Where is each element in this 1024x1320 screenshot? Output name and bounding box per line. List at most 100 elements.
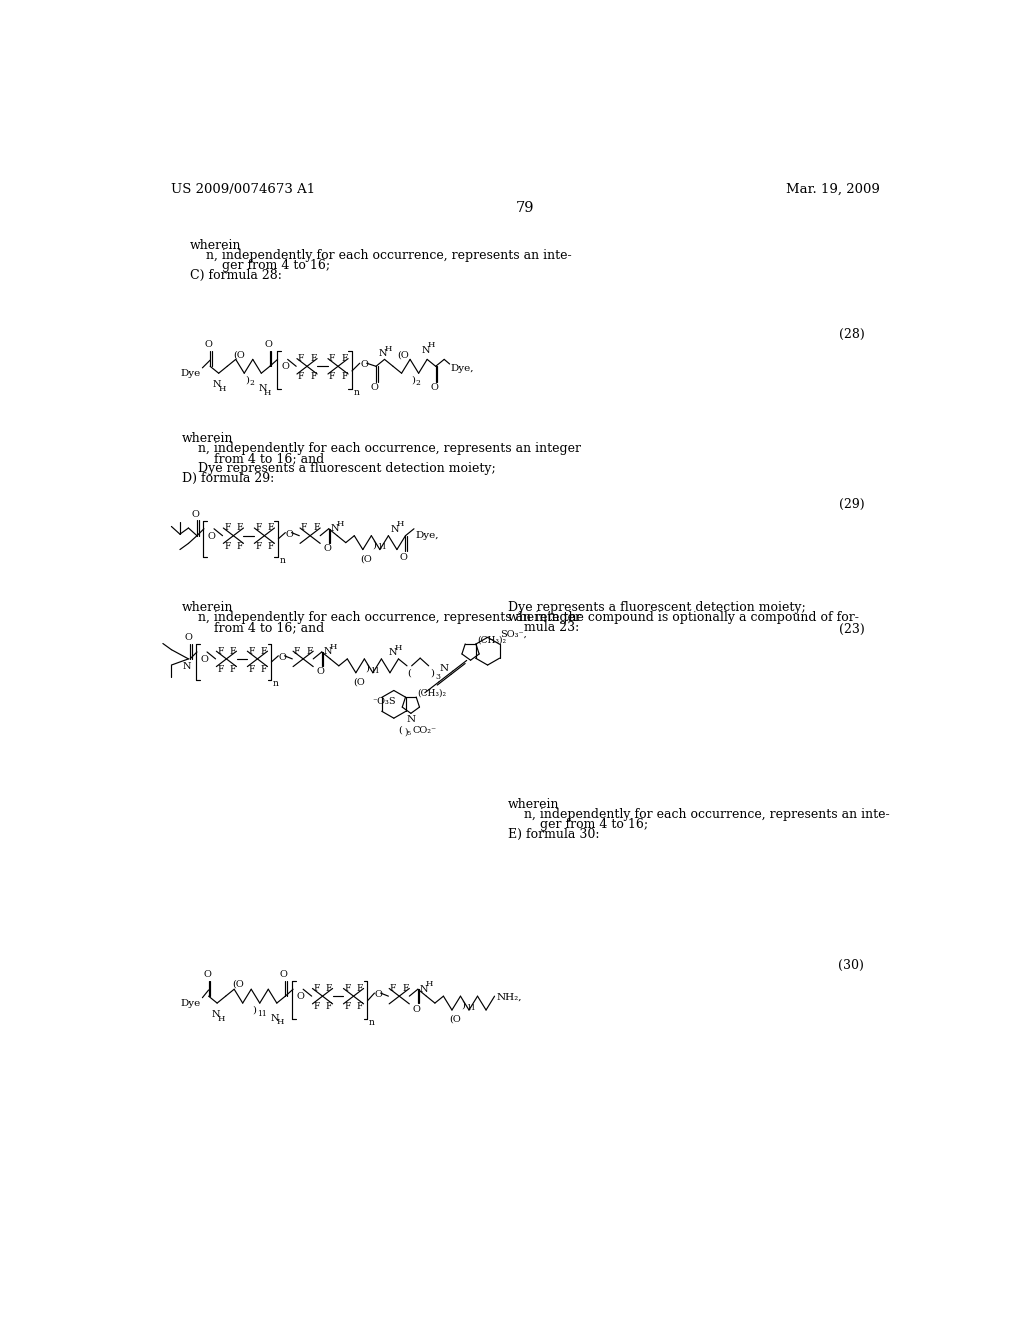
Text: (O: (O bbox=[353, 677, 366, 686]
Text: F: F bbox=[229, 665, 236, 675]
Text: (O: (O bbox=[450, 1015, 462, 1023]
Text: F: F bbox=[341, 354, 347, 363]
Text: 2: 2 bbox=[416, 379, 421, 387]
Text: O: O bbox=[371, 383, 379, 392]
Text: from 4 to 16; and: from 4 to 16; and bbox=[182, 451, 325, 465]
Text: Dye,: Dye, bbox=[451, 364, 474, 374]
Text: (23): (23) bbox=[839, 623, 864, 636]
Text: O: O bbox=[279, 653, 287, 661]
Text: F: F bbox=[313, 524, 319, 532]
Text: F: F bbox=[301, 524, 307, 532]
Text: H: H bbox=[427, 341, 435, 348]
Text: (28): (28) bbox=[839, 327, 864, 341]
Text: O: O bbox=[203, 970, 211, 979]
Text: H: H bbox=[263, 388, 271, 396]
Text: wherein: wherein bbox=[182, 601, 233, 614]
Text: 2: 2 bbox=[250, 379, 255, 387]
Text: O: O bbox=[282, 363, 290, 371]
Text: F: F bbox=[313, 1002, 319, 1011]
Text: N: N bbox=[213, 380, 221, 389]
Text: F: F bbox=[255, 543, 261, 550]
Text: n: n bbox=[353, 388, 359, 397]
Text: (30): (30) bbox=[839, 958, 864, 972]
Text: F: F bbox=[310, 372, 316, 381]
Text: F: F bbox=[237, 524, 243, 532]
Text: C) formula 28:: C) formula 28: bbox=[190, 269, 282, 282]
Text: O: O bbox=[360, 360, 369, 370]
Text: n: n bbox=[369, 1018, 375, 1027]
Text: from 4 to 16; and: from 4 to 16; and bbox=[182, 622, 325, 634]
Text: Dye represents a fluorescent detection moiety;: Dye represents a fluorescent detection m… bbox=[508, 601, 806, 614]
Text: 11: 11 bbox=[377, 544, 386, 552]
Text: O: O bbox=[297, 993, 305, 1002]
Text: CO₂⁻: CO₂⁻ bbox=[413, 726, 436, 735]
Text: (O: (O bbox=[397, 351, 410, 360]
Text: D) formula 29:: D) formula 29: bbox=[182, 471, 274, 484]
Text: (O: (O bbox=[231, 979, 244, 989]
Text: H: H bbox=[396, 520, 403, 528]
Text: ): ) bbox=[430, 668, 434, 677]
Text: wherein: wherein bbox=[508, 797, 559, 810]
Text: N: N bbox=[420, 985, 428, 994]
Text: n, independently for each occurrence, represents an inte-: n, independently for each occurrence, re… bbox=[508, 808, 890, 821]
Text: H: H bbox=[330, 643, 337, 651]
Text: N: N bbox=[421, 346, 430, 355]
Text: F: F bbox=[298, 372, 304, 381]
Text: N: N bbox=[182, 663, 190, 671]
Text: Dye represents a fluorescent detection moiety;: Dye represents a fluorescent detection m… bbox=[182, 462, 496, 475]
Text: US 2009/0074673 A1: US 2009/0074673 A1 bbox=[171, 183, 314, 197]
Text: F: F bbox=[326, 1002, 332, 1011]
Text: F: F bbox=[267, 524, 273, 532]
Text: H: H bbox=[395, 644, 402, 652]
Text: O: O bbox=[280, 970, 288, 979]
Text: H: H bbox=[219, 385, 226, 393]
Text: F: F bbox=[224, 524, 230, 532]
Text: N: N bbox=[324, 647, 332, 656]
Text: H: H bbox=[337, 520, 344, 528]
Text: F: F bbox=[224, 543, 230, 550]
Text: O: O bbox=[375, 990, 382, 999]
Text: O: O bbox=[201, 655, 209, 664]
Text: ): ) bbox=[245, 376, 249, 384]
Text: ): ) bbox=[372, 540, 376, 549]
Text: F: F bbox=[341, 372, 347, 381]
Text: F: F bbox=[217, 647, 223, 656]
Text: O: O bbox=[413, 1005, 420, 1014]
Text: N: N bbox=[390, 525, 399, 533]
Text: F: F bbox=[217, 665, 223, 675]
Text: Dye: Dye bbox=[180, 999, 201, 1008]
Text: (O: (O bbox=[233, 351, 245, 360]
Text: (: ( bbox=[407, 668, 411, 677]
Text: F: F bbox=[306, 647, 312, 656]
Text: (CH₃)₂: (CH₃)₂ bbox=[417, 689, 446, 698]
Text: H: H bbox=[217, 1015, 224, 1023]
Text: n, independently for each occurrence, represents an inte-: n, independently for each occurrence, re… bbox=[190, 249, 571, 263]
Text: F: F bbox=[329, 372, 335, 381]
Text: wherein: wherein bbox=[190, 239, 242, 252]
Text: H: H bbox=[276, 1019, 285, 1027]
Text: 11: 11 bbox=[370, 667, 380, 675]
Text: F: F bbox=[402, 983, 409, 993]
Text: F: F bbox=[329, 354, 335, 363]
Text: SO₃⁻,: SO₃⁻, bbox=[500, 630, 526, 639]
Text: F: F bbox=[326, 983, 332, 993]
Text: F: F bbox=[229, 647, 236, 656]
Text: ): ) bbox=[411, 376, 415, 384]
Text: F: F bbox=[313, 983, 319, 993]
Text: F: F bbox=[260, 665, 267, 675]
Text: mula 23:: mula 23: bbox=[508, 622, 579, 634]
Text: n: n bbox=[280, 556, 286, 565]
Text: O: O bbox=[400, 553, 408, 561]
Text: )₅: )₅ bbox=[404, 727, 412, 737]
Text: O: O bbox=[316, 668, 325, 676]
Text: O: O bbox=[205, 341, 213, 350]
Text: N: N bbox=[407, 715, 416, 725]
Text: F: F bbox=[390, 983, 396, 993]
Text: N: N bbox=[379, 350, 387, 358]
Text: Dye: Dye bbox=[180, 370, 201, 379]
Text: N: N bbox=[389, 648, 397, 657]
Text: 11: 11 bbox=[257, 1010, 266, 1018]
Text: Mar. 19, 2009: Mar. 19, 2009 bbox=[785, 183, 880, 197]
Text: F: F bbox=[344, 1002, 350, 1011]
Text: F: F bbox=[248, 665, 255, 675]
